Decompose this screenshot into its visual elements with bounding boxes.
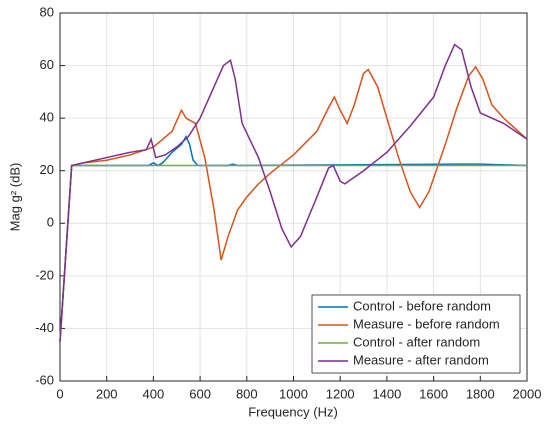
x-tick-label: 1000 (279, 386, 308, 401)
legend-label: Measure - before random (353, 316, 500, 331)
plot-frame (59, 12, 528, 382)
x-tick-label: 800 (236, 386, 258, 401)
x-tick-label: 200 (96, 386, 118, 401)
y-tick-label: -20 (35, 267, 54, 282)
x-tick-label: 1800 (466, 386, 495, 401)
y-tick-label: 80 (40, 4, 54, 19)
legend-label: Control - after random (353, 334, 480, 349)
x-tick-label: 1200 (326, 386, 355, 401)
legend-label: Control - before random (353, 298, 491, 313)
x-tick-label: 1400 (372, 386, 401, 401)
x-tick-label: 400 (143, 386, 165, 401)
x-tick-label: 600 (189, 386, 211, 401)
y-tick-label: 60 (40, 57, 54, 72)
y-tick-label: 20 (40, 162, 54, 177)
y-axis-label: Mag g² (dB) (7, 163, 22, 232)
line (59, 65, 528, 342)
x-axis-label: Frequency (Hz) (248, 404, 338, 419)
y-tick-label: -40 (35, 320, 54, 335)
y-tick-label: 40 (40, 110, 54, 125)
legend-box (311, 294, 521, 374)
x-tick-label: 0 (56, 386, 63, 401)
y-tick-label: -60 (35, 372, 54, 387)
x-tick-label: 1600 (419, 386, 448, 401)
x-tick-label: 2000 (513, 386, 542, 401)
line (59, 43, 528, 342)
y-tick-label: 0 (47, 215, 54, 230)
legend-label: Measure - after random (353, 352, 489, 367)
